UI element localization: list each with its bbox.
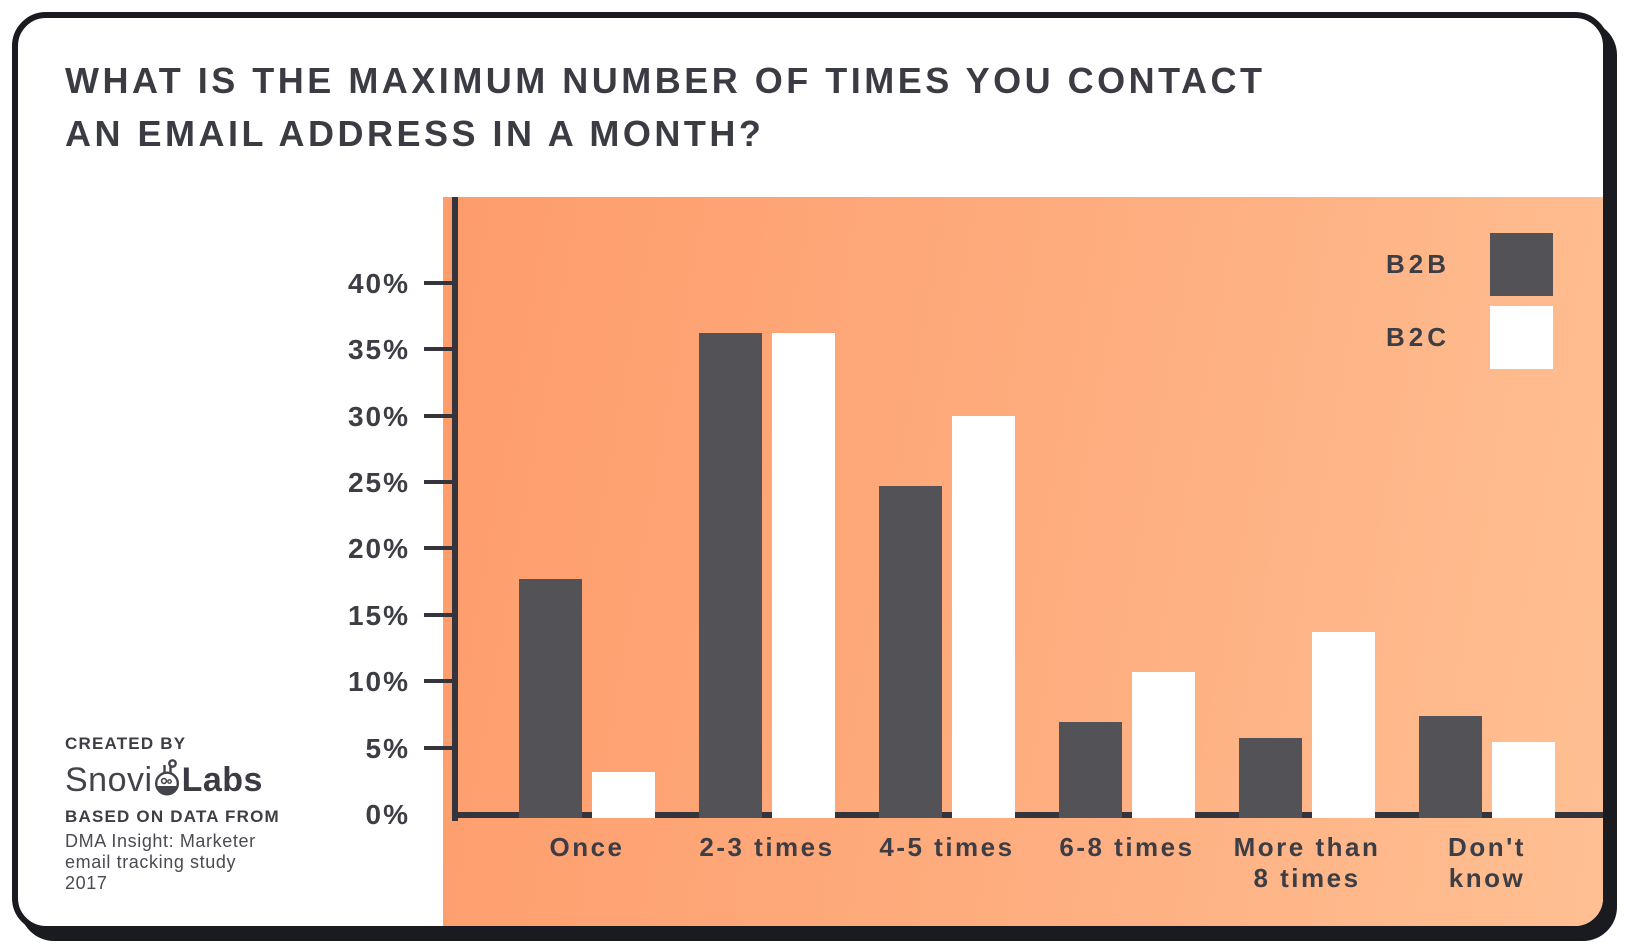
y-axis-line	[452, 197, 458, 821]
y-tick-label-10: 10%	[347, 666, 410, 697]
bar-b2b-3	[1059, 722, 1122, 818]
bar-b2b-5	[1419, 716, 1482, 818]
x-category-label-2: 4-5 times	[879, 832, 1015, 862]
flask-icon	[154, 758, 181, 802]
y-tick-mark-25	[424, 480, 454, 484]
x-category-label-1: 2-3 times	[699, 832, 835, 862]
bar-b2c-4	[1312, 632, 1375, 818]
logo-text-bold: Labs	[181, 760, 263, 799]
y-tick-label-20: 20%	[347, 533, 410, 564]
y-tick-mark-35	[424, 347, 454, 351]
bar-b2b-1	[699, 333, 762, 818]
y-tick-mark-15	[424, 613, 454, 617]
bar-b2b-4	[1239, 738, 1302, 818]
y-tick-label-25: 25%	[347, 467, 410, 498]
plot-area: Once 2-3 times 4-5 times 6-8 times More than…	[424, 197, 1603, 926]
bar-b2c-3	[1132, 672, 1195, 818]
y-tick-label-40: 40%	[347, 268, 410, 299]
x-category-label-3: 6-8 times	[1059, 832, 1195, 862]
chart-title-line2: AN EMAIL ADDRESS IN A MONTH?	[65, 113, 765, 154]
x-category-label-4: More than 8 times	[1233, 832, 1381, 893]
bar-b2b-2	[879, 486, 942, 818]
y-axis-labels: 40% 35% 30% 25% 20% 15% 10% 5% 0%	[258, 18, 410, 926]
chart-title: WHAT IS THE MAXIMUM NUMBER OF TIMES YOU …	[65, 54, 1405, 160]
snovio-labs-logo: Snovi Labs	[65, 758, 325, 802]
x-category-label-5: Don't know	[1448, 832, 1526, 893]
legend-swatch-b2c	[1490, 306, 1553, 369]
y-tick-mark-20	[424, 546, 454, 550]
y-tick-label-0: 0%	[365, 799, 410, 830]
bar-b2c-2	[952, 416, 1015, 818]
credits-block: CREATED BY Snovi	[65, 734, 325, 894]
legend-swatch-b2b	[1490, 233, 1553, 296]
y-tick-mark-30	[424, 414, 454, 418]
y-tick-label-30: 30%	[347, 401, 410, 432]
y-tick-label-35: 35%	[347, 334, 410, 365]
bar-b2b-0	[519, 579, 582, 818]
y-tick-mark-40	[424, 281, 454, 285]
y-tick-mark-5	[424, 746, 454, 750]
x-axis-line	[452, 812, 1603, 818]
bar-b2c-1	[772, 333, 835, 818]
bar-b2c-0	[592, 772, 655, 818]
logo-text-light: Snovi	[65, 760, 153, 799]
x-category-label-0: Once	[549, 832, 625, 862]
bar-b2c-5	[1492, 742, 1555, 818]
data-source-text: DMA Insight: Marketer email tracking stu…	[65, 831, 256, 893]
created-by-label: CREATED BY	[65, 734, 187, 753]
legend-label-b2c: B2C	[1385, 322, 1450, 352]
y-tick-label-15: 15%	[347, 600, 410, 631]
based-on-label: BASED ON DATA FROM	[65, 807, 280, 826]
y-tick-mark-10	[424, 679, 454, 683]
legend-label-b2b: B2B	[1385, 249, 1450, 279]
y-tick-label-5: 5%	[365, 733, 410, 764]
card: WHAT IS THE MAXIMUM NUMBER OF TIMES YOU …	[12, 12, 1609, 932]
chart-title-line1: WHAT IS THE MAXIMUM NUMBER OF TIMES YOU …	[65, 60, 1266, 101]
